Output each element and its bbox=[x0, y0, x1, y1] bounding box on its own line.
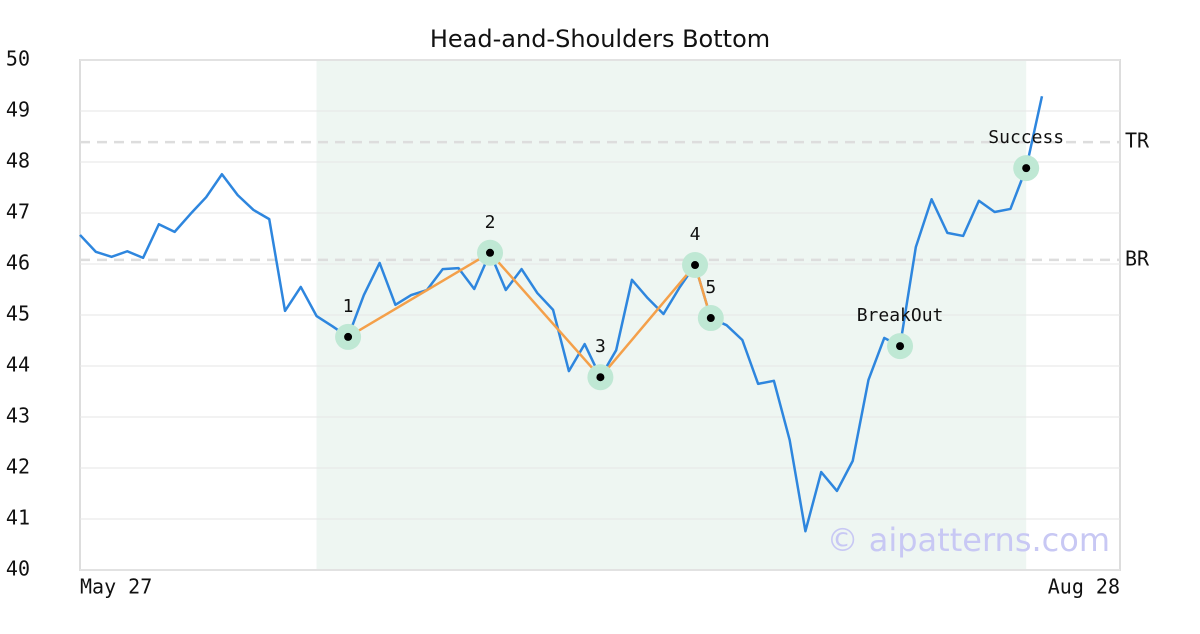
point-dot bbox=[596, 373, 605, 382]
x-tick-label: May 27 bbox=[80, 575, 152, 599]
chart-title: Head-and-Shoulders Bottom bbox=[430, 25, 770, 53]
point-label: 4 bbox=[690, 224, 701, 245]
y-tick-label: 50 bbox=[6, 47, 30, 71]
reference-label: TR bbox=[1125, 129, 1150, 153]
price-line bbox=[79, 95, 1044, 533]
point-dot bbox=[1022, 164, 1031, 173]
x-tick-label: Aug 28 bbox=[1048, 575, 1120, 599]
point-label: 1 bbox=[343, 296, 354, 317]
watermark: © aipatterns.com bbox=[827, 521, 1110, 559]
y-tick-label: 42 bbox=[6, 455, 30, 479]
point-label: 3 bbox=[595, 336, 606, 357]
y-tick-label: 44 bbox=[6, 353, 30, 377]
reference-label: BR bbox=[1125, 246, 1150, 270]
y-tick-label: 43 bbox=[6, 404, 30, 428]
point-dot bbox=[706, 314, 715, 323]
point-dot bbox=[344, 332, 353, 341]
point-label: 2 bbox=[485, 212, 496, 233]
y-tick-label: 47 bbox=[6, 200, 30, 224]
y-tick-label: 46 bbox=[6, 251, 30, 275]
y-tick-label: 49 bbox=[6, 98, 30, 122]
point-dot bbox=[486, 248, 495, 257]
point-label: 5 bbox=[705, 277, 716, 298]
y-tick-label: 45 bbox=[6, 302, 30, 326]
point-label: BreakOut bbox=[857, 305, 944, 326]
y-tick-label: 48 bbox=[6, 149, 30, 173]
y-tick-label: 40 bbox=[6, 557, 30, 581]
y-tick-label: 41 bbox=[6, 506, 30, 530]
point-label: Success bbox=[988, 127, 1064, 148]
point-dot bbox=[896, 342, 905, 351]
point-dot bbox=[691, 261, 700, 270]
